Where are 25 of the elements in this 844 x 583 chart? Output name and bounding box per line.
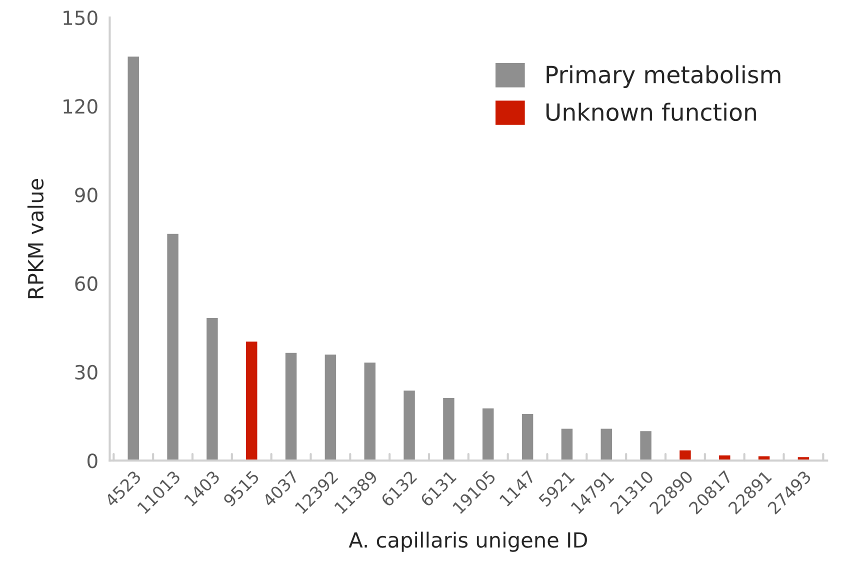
bar — [323, 353, 338, 461]
bar — [678, 448, 692, 461]
legend-label: Unknown function — [546, 102, 756, 122]
y-tick-label: 30 — [75, 364, 98, 380]
legend-label: Primary metabolism — [546, 65, 780, 88]
bar — [560, 427, 574, 461]
y-tick-label: 60 — [75, 276, 98, 291]
bar — [244, 340, 259, 461]
y-axis-title: RPKM value — [27, 179, 44, 298]
bar — [442, 396, 456, 461]
bar — [284, 351, 298, 461]
bar — [205, 316, 220, 461]
bar — [520, 412, 535, 461]
y-tick-label: 90 — [75, 188, 98, 202]
y-tick-label: 150 — [64, 10, 98, 26]
bar — [362, 361, 377, 461]
x-axis-title: A. capillaris unigene ID — [348, 532, 587, 552]
y-tick-label: 120 — [64, 99, 98, 114]
bar — [638, 430, 653, 461]
bar — [126, 55, 140, 461]
bar — [402, 389, 416, 461]
bar — [481, 407, 496, 461]
bar — [599, 427, 614, 461]
y-tick-label: 0 — [88, 454, 98, 468]
bar — [166, 232, 180, 461]
